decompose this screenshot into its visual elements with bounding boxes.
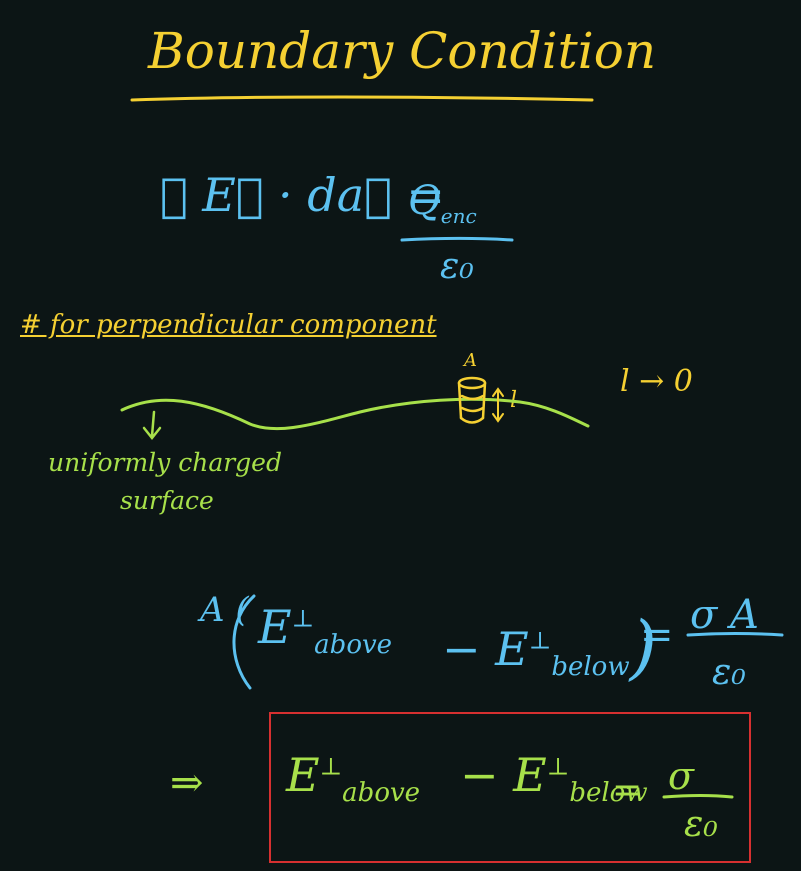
height-arrow-icon [492,387,504,423]
boundary-eq-denominator: ε₀ [712,652,746,693]
result-numerator: σ [668,754,694,798]
boundary-eq-numerator: σ A [690,592,759,638]
boundary-eq-prefix: A ( [200,590,249,630]
result-term-below: − E⊥below [460,748,648,809]
pillbox-area-label: A [464,350,477,371]
gauss-law-lhs: ∮ E⃗ · da⃗ = [160,168,445,222]
gauss-law-numerator: Qenc [408,178,477,228]
gauss-law-denominator: ε₀ [440,246,474,287]
surface-label-line1: uniformly charged [48,448,282,477]
result-denominator: ε₀ [684,804,718,845]
charged-surface-curve [120,397,590,431]
title-underline [130,95,594,102]
result-box [269,712,751,863]
pillbox-icon [457,376,487,424]
boundary-eq-term-below: − E⊥below) [442,606,657,688]
gauss-fraction-bar [400,237,514,242]
surface-pointer-arrow [142,410,162,441]
result-fraction-bar [662,794,734,799]
perpendicular-note: # for perpendicular component [20,310,437,340]
open-paren-icon [232,594,256,690]
page-title: Boundary Condition [148,22,657,80]
boundary-fraction-bar [686,632,784,637]
surface-label-line2: surface [120,486,214,515]
implies-arrow: ⇒ [170,760,204,806]
result-equals: = [612,770,643,811]
boundary-eq-equals: = [640,612,674,658]
boundary-eq-term-above: E⊥above [258,600,393,661]
result-term-above: E⊥above [286,748,421,809]
limit-label: l → 0 [620,364,693,399]
